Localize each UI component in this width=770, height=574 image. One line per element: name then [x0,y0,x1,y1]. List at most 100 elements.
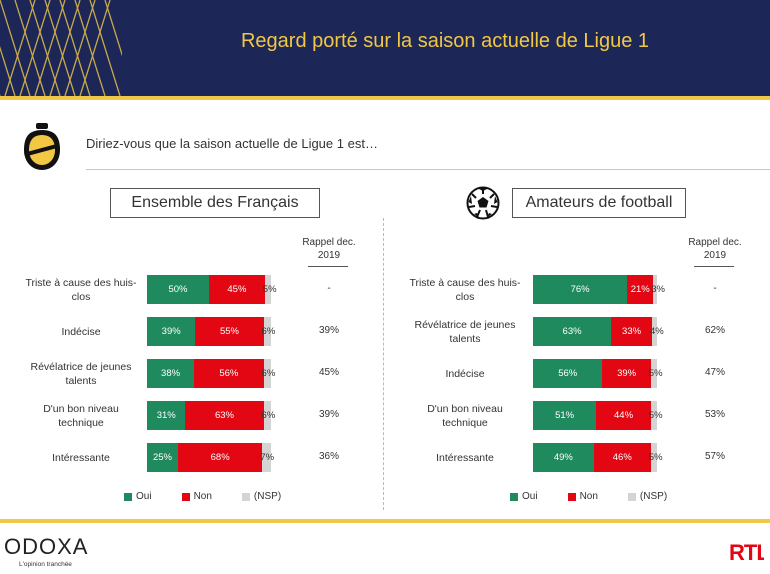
stacked-bar: 31% 63% 6% [147,401,275,430]
legend-swatch [124,492,132,501]
data-label: 6% [261,368,276,379]
rappel-value: 57% [704,451,725,462]
soccer-ball-icon [466,186,500,220]
bar-segment-oui: 50% [147,275,209,304]
rappel-value: 39% [318,409,339,420]
stacked-bar: 76% 21% 3% [533,275,665,304]
data-label: 3% [651,284,665,295]
legend-item: Non [567,491,598,502]
rappel-value: 36% [318,451,339,462]
rappel-value: 39% [318,325,339,336]
legend-swatch [181,492,190,501]
header-banner: Regard porté sur la saison actuelle de L… [0,0,770,96]
stacked-bar: 49% 46% 5% [533,443,663,472]
data-label: 7% [260,452,275,463]
bar-segment-non: 63% [185,401,264,430]
bar-segment-non: 21% [627,275,654,304]
bar-segment-nsp: 5% [263,275,277,304]
bar-segment-non: 33% [611,317,653,346]
category-label: Indécise [445,367,485,380]
rappel-value: 62% [704,325,725,336]
data-label: 4% [650,326,664,337]
data-label: 51% [555,410,575,421]
legend-swatch [627,492,636,501]
survey-question: Diriez-vous que la saison actuelle de Li… [86,136,378,151]
data-label: 6% [261,410,276,421]
data-label: 5% [648,410,663,421]
footer-divider [0,519,770,523]
rappel-header-underline [694,266,734,267]
odoxa-tagline: L'opinion tranchée [19,561,72,568]
page-title: Regard porté sur la saison actuelle de L… [240,30,650,52]
data-label: 55% [219,326,239,337]
legend-label: Non [579,491,598,502]
rappel-header: Rappel dec. 2019 [302,237,356,261]
bar-segment-oui: 38% [147,359,195,388]
category-label: Indécise [61,325,101,338]
panel-title-amateurs: Amateurs de football [512,188,686,218]
legend-swatch [510,492,518,501]
category-label: Révélatrice de jeunes talents [30,360,132,387]
stacked-bar: 39% 55% 6% [147,317,275,346]
data-label: 21% [630,284,650,295]
bar-segment-oui: 56% [533,359,603,388]
bar-segment-nsp: 6% [262,317,275,346]
bar-segment-nsp: 5% [649,359,663,388]
bar-segment-non: 45% [209,275,265,304]
data-label: 46% [612,452,632,463]
rappel-value: 47% [704,367,725,378]
legend-item: Oui [510,491,538,502]
stacked-bar: 38% 56% 6% [147,359,275,388]
bar-segment-non: 68% [178,443,263,472]
svg-text:RTL: RTL [729,540,764,564]
stacked-bar: 56% 39% 5% [533,359,663,388]
data-label: 33% [622,326,642,337]
category-label: Révélatrice de jeunes talents [414,318,516,345]
data-label: 50% [168,284,188,295]
bar-segment-oui: 76% [533,275,628,304]
data-label: 38% [161,368,181,379]
panel-divider [383,218,384,510]
bar-segment-nsp: 5% [649,443,663,472]
data-label: 56% [558,368,578,379]
category-label: Intéressante [52,451,110,464]
bar-segment-oui: 39% [147,317,196,346]
rappel-header-underline [308,266,348,267]
legend-label: Oui [136,491,152,502]
chart-legend: Oui Non (NSP) [510,491,697,502]
bar-segment-oui: 25% [147,443,178,472]
data-label: 56% [219,368,239,379]
data-label: 39% [617,368,637,379]
rappel-value: 45% [318,367,339,378]
data-label: 44% [614,410,634,421]
legend-label: Non [193,491,212,502]
legend-item: (NSP) [241,491,282,502]
data-label: 5% [648,452,663,463]
legend-item: (NSP) [627,491,667,502]
category-label: D'un bon niveau technique [427,402,503,429]
bar-segment-nsp: 3% [651,275,665,304]
data-label: 68% [210,452,230,463]
rappel-header: Rappel dec. 2019 [688,237,742,261]
chevron-pattern-icon [0,0,122,96]
bar-segment-oui: 51% [533,401,597,430]
legend-label: (NSP) [253,491,282,502]
panel-title-ensemble: Ensemble des Français [110,188,320,218]
data-label: 76% [570,284,590,295]
data-label: 5% [648,368,663,379]
rappel-value: - [713,283,717,294]
odoxa-logo: ODOXA [4,534,89,559]
legend-item: Oui [124,491,152,502]
bar-segment-oui: 63% [533,317,612,346]
data-label: 63% [562,326,582,337]
data-label: 5% [262,284,277,295]
legend-swatch [567,492,576,501]
bar-segment-nsp: 6% [262,401,275,430]
bar-segment-nsp: 4% [650,317,664,346]
data-label: 45% [227,284,247,295]
data-label: 49% [553,452,573,463]
stacked-bar: 50% 45% 5% [147,275,277,304]
data-label: 31% [156,410,176,421]
bar-segment-nsp: 5% [649,401,663,430]
stacked-bar: 25% 68% 7% [147,443,275,472]
